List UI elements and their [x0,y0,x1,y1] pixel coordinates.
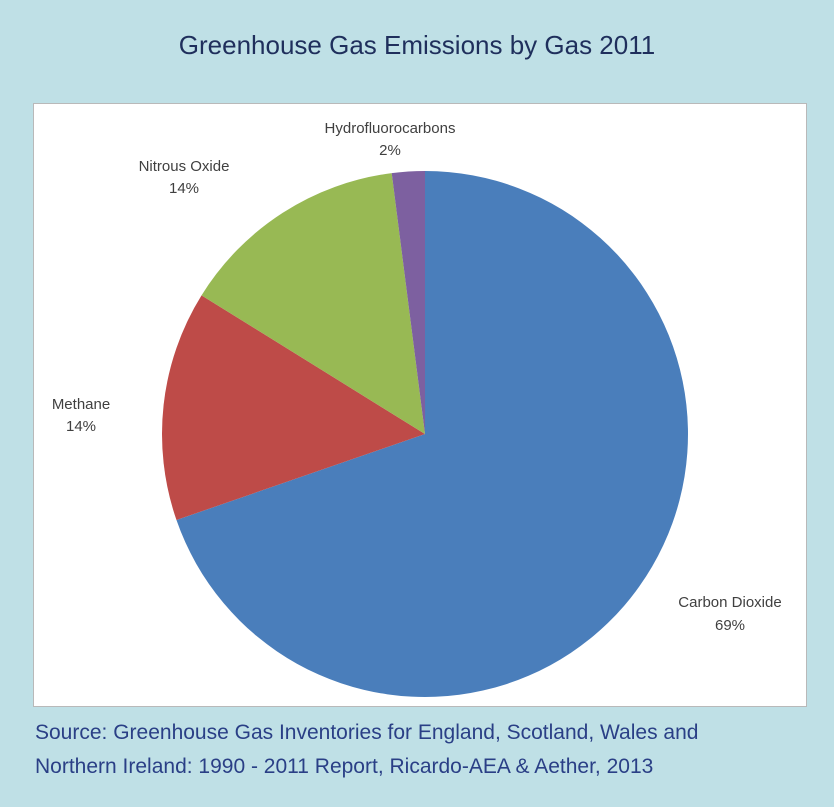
slice-label-hydrofluorocarbons-name: Hydrofluorocarbons [325,120,456,137]
pie-slice-nitrous-oxide [201,173,425,434]
chart-area: Hydrofluorocarbons 2% Nitrous Oxide 14% … [33,103,807,707]
pie-chart: Hydrofluorocarbons 2% Nitrous Oxide 14% … [52,120,782,697]
slice-label-carbon-dioxide-value: 69% [715,617,745,634]
pie-slice-methane [161,295,425,521]
slice-label-methane-name: Methane [52,396,110,413]
chart-title: Greenhouse Gas Emissions by Gas 2011 [178,30,656,60]
slice-label-carbon-dioxide-name: Carbon Dioxide [678,594,781,611]
source-line-2: Northern Ireland: 1990 - 2011 Report, Ri… [35,755,654,778]
pie-slice-hydrofluorocarbons [391,171,425,434]
pie-slices [161,171,688,697]
slice-label-hydrofluorocarbons-value: 2% [379,142,401,159]
slice-label-nitrous-oxide-name: Nitrous Oxide [139,158,230,175]
slice-label-nitrous-oxide-value: 14% [169,180,199,197]
slice-label-methane-value: 14% [66,418,96,435]
source-line-1: Source: Greenhouse Gas Inventories for E… [35,721,699,744]
pie-slice-carbon-dioxide [176,171,688,697]
source-citation: Source: Greenhouse Gas Inventories for E… [35,716,815,784]
